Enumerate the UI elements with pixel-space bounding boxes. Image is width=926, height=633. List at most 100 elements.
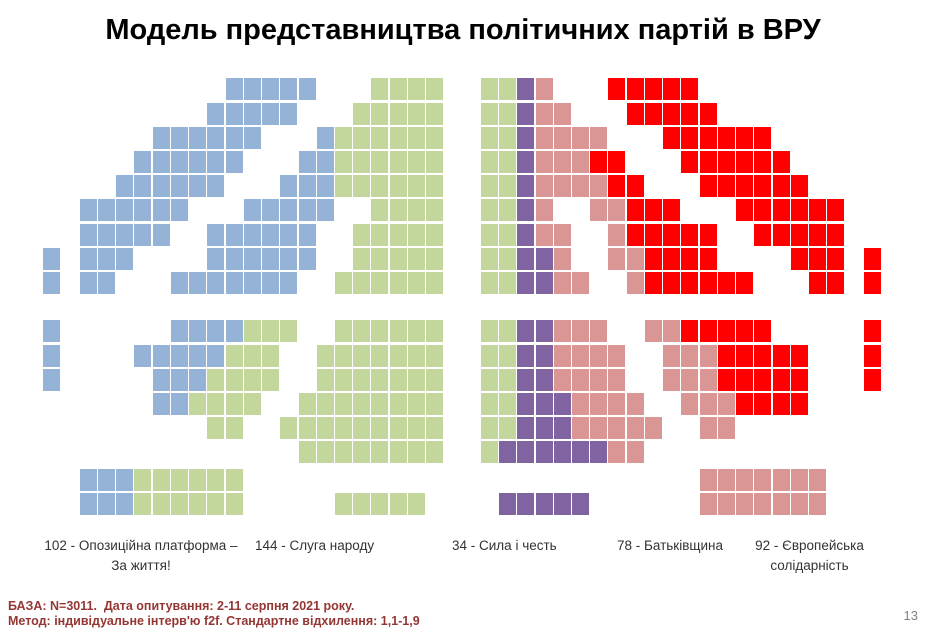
seat-cell [226,469,243,491]
seat-cell [317,441,334,463]
seat-cell [226,151,243,173]
seat-cell [499,441,516,463]
seat-cell [645,199,662,221]
seat-cell [718,469,735,491]
seat-cell [134,224,151,246]
seat-cell [371,272,388,294]
seat-cell [700,320,717,342]
seat-cell [280,224,297,246]
seat-cell [700,175,717,197]
seat-cell [226,248,243,270]
seat-cell [171,469,188,491]
seat-cell [244,199,261,221]
seat-cell [408,224,425,246]
seat-cell [134,493,151,515]
seat-cell [572,272,589,294]
seat-cell [608,441,625,463]
seat-cell [80,272,97,294]
seat-cell [809,248,826,270]
seat-cell [663,224,680,246]
seat-cell [481,127,498,149]
seat-cell [353,345,370,367]
seat-cell [426,369,443,391]
seat-cell [700,248,717,270]
seat-cell [681,224,698,246]
seat-cell [499,103,516,125]
seat-cell [426,151,443,173]
seat-cell [700,393,717,415]
seat-cell [536,151,553,173]
seat-cell [280,417,297,439]
seat-cell [390,272,407,294]
seat-cell [371,369,388,391]
seat-cell [317,345,334,367]
seat-cell [390,199,407,221]
seat-cell [481,103,498,125]
seat-cell [426,248,443,270]
seat-cell [536,78,553,100]
seat-cell [116,469,133,491]
seat-cell [663,103,680,125]
seat-cell [536,127,553,149]
seat-cell [864,272,881,294]
seat-cell [554,345,571,367]
seat-cell [499,320,516,342]
seat-cell [98,248,115,270]
seat-cell [353,224,370,246]
seat-cell [773,199,790,221]
seat-cell [134,199,151,221]
seat-cell [681,345,698,367]
seat-cell [280,320,297,342]
seat-cell [408,441,425,463]
seat-cell [335,320,352,342]
seat-cell [98,224,115,246]
seat-cell [681,272,698,294]
seat-cell [43,272,60,294]
seat-cell [499,78,516,100]
seat-cell [189,151,206,173]
seat-cell [335,345,352,367]
seat-cell [116,199,133,221]
seat-cell [700,469,717,491]
seat-cell [481,320,498,342]
seat-cell [426,78,443,100]
seat-cell [207,393,224,415]
seat-cell [280,78,297,100]
seat-cell [299,417,316,439]
seat-cell [134,151,151,173]
seat-cell [189,272,206,294]
seat-cell [809,469,826,491]
seat-cell [590,199,607,221]
seat-cell [207,272,224,294]
seat-cell [517,441,534,463]
seat-cell [572,127,589,149]
seat-cell [608,393,625,415]
seat-cell [390,127,407,149]
seat-cell [426,393,443,415]
seat-cell [207,493,224,515]
seat-cell [499,393,516,415]
seat-cell [353,493,370,515]
seat-cell [262,345,279,367]
seat-cell [408,393,425,415]
seat-cell [371,224,388,246]
seat-cell [791,224,808,246]
seat-cell [244,393,261,415]
seat-cell [371,493,388,515]
seat-cell [736,369,753,391]
seat-cell [554,417,571,439]
seat-cell [700,417,717,439]
seat-cell [681,369,698,391]
seat-cell [116,493,133,515]
seat-cell [426,320,443,342]
seat-cell [171,369,188,391]
seat-cell [554,272,571,294]
legend-item-syla-i-chest: 34 - Сила і честь [452,538,557,553]
seat-cell [554,320,571,342]
legend-item-opzh-line2: За життя! [111,557,171,573]
seat-cell [809,493,826,515]
seat-cell [390,248,407,270]
seat-cell [335,493,352,515]
seat-cell [536,272,553,294]
